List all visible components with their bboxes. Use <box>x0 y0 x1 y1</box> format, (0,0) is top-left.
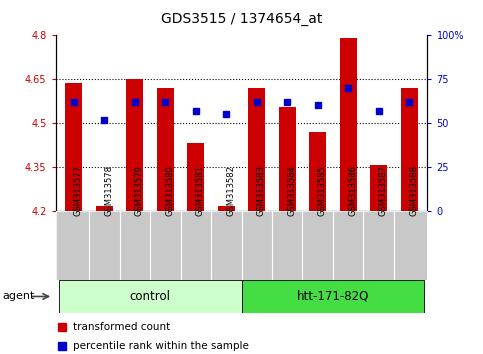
Text: GSM313578: GSM313578 <box>104 165 114 216</box>
Text: GSM313579: GSM313579 <box>135 165 144 216</box>
Bar <box>58 280 242 313</box>
Text: GSM313583: GSM313583 <box>257 165 266 216</box>
Bar <box>248 88 265 211</box>
Bar <box>279 107 296 211</box>
Text: transformed count: transformed count <box>73 322 170 332</box>
Bar <box>187 143 204 211</box>
Text: GSM313585: GSM313585 <box>318 165 327 216</box>
Bar <box>309 132 326 211</box>
Text: agent: agent <box>2 291 35 302</box>
Text: GSM313581: GSM313581 <box>196 165 205 216</box>
Text: percentile rank within the sample: percentile rank within the sample <box>73 341 249 351</box>
Text: GSM313577: GSM313577 <box>74 165 83 216</box>
Bar <box>66 83 82 211</box>
Text: GSM313582: GSM313582 <box>226 165 235 216</box>
Text: GDS3515 / 1374654_at: GDS3515 / 1374654_at <box>161 12 322 27</box>
Bar <box>401 88 417 211</box>
Text: GSM313587: GSM313587 <box>379 165 388 216</box>
Text: control: control <box>129 290 170 303</box>
Text: GSM313584: GSM313584 <box>287 165 296 216</box>
Text: htt-171-82Q: htt-171-82Q <box>297 290 369 303</box>
Bar <box>157 88 174 211</box>
Bar <box>96 206 113 211</box>
Bar <box>242 280 425 313</box>
Text: GSM313588: GSM313588 <box>409 165 418 216</box>
Text: GSM313580: GSM313580 <box>165 165 174 216</box>
Bar <box>218 206 235 211</box>
Bar <box>370 165 387 211</box>
Bar <box>340 38 356 211</box>
Text: GSM313586: GSM313586 <box>348 165 357 216</box>
Bar <box>127 79 143 211</box>
